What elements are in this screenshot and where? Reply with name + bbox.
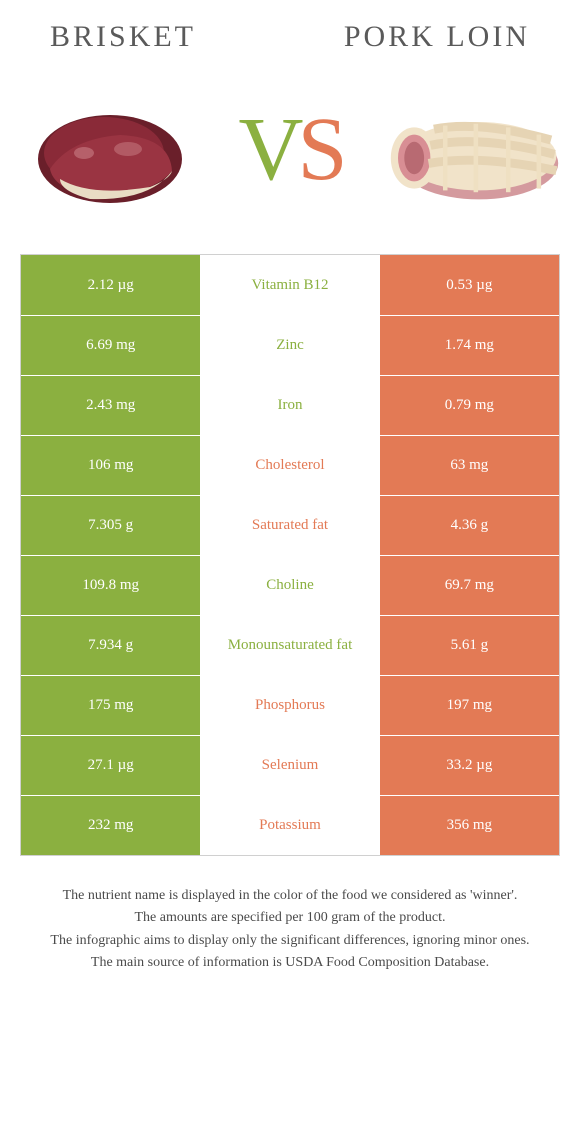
- cell-left-value: 7.934 g: [21, 616, 200, 675]
- footnotes: The nutrient name is displayed in the co…: [0, 876, 580, 985]
- cell-left-value: 6.69 mg: [21, 316, 200, 375]
- cell-left-value: 106 mg: [21, 436, 200, 495]
- cell-nutrient-label: Choline: [200, 556, 379, 615]
- cell-nutrient-label: Vitamin B12: [200, 255, 379, 315]
- table-row: 2.43 mgIron0.79 mg: [21, 375, 559, 435]
- cell-right-value: 197 mg: [380, 676, 559, 735]
- cell-left-value: 7.305 g: [21, 496, 200, 555]
- cell-nutrient-label: Zinc: [200, 316, 379, 375]
- table-row: 7.305 gSaturated fat4.36 g: [21, 495, 559, 555]
- footnote-line: The amounts are specified per 100 gram o…: [30, 908, 550, 928]
- cell-nutrient-label: Phosphorus: [200, 676, 379, 735]
- cell-right-value: 0.53 µg: [380, 255, 559, 315]
- cell-left-value: 2.43 mg: [21, 376, 200, 435]
- table-row: 232 mgPotassium356 mg: [21, 795, 559, 855]
- cell-left-value: 109.8 mg: [21, 556, 200, 615]
- cell-right-value: 33.2 µg: [380, 736, 559, 795]
- footnote-line: The infographic aims to display only the…: [30, 931, 550, 951]
- cell-right-value: 0.79 mg: [380, 376, 559, 435]
- cell-nutrient-label: Saturated fat: [200, 496, 379, 555]
- cell-right-value: 4.36 g: [380, 496, 559, 555]
- table-row: 2.12 µgVitamin B120.53 µg: [21, 255, 559, 315]
- cell-left-value: 175 mg: [21, 676, 200, 735]
- hero-row: VS: [0, 64, 580, 244]
- food-title-right: PORK LOIN: [344, 20, 530, 54]
- nutrient-table: 2.12 µgVitamin B120.53 µg6.69 mgZinc1.74…: [20, 254, 560, 856]
- table-row: 175 mgPhosphorus197 mg: [21, 675, 559, 735]
- cell-nutrient-label: Iron: [200, 376, 379, 435]
- vs-label: VS: [238, 98, 341, 201]
- footnote-line: The nutrient name is displayed in the co…: [30, 886, 550, 906]
- food-title-left: BRISKET: [50, 20, 196, 54]
- cell-right-value: 356 mg: [380, 796, 559, 855]
- header: BRISKET PORK LOIN: [0, 0, 580, 64]
- cell-nutrient-label: Selenium: [200, 736, 379, 795]
- food-image-porkloin: [380, 79, 560, 219]
- footnote-line: The main source of information is USDA F…: [30, 953, 550, 973]
- cell-right-value: 1.74 mg: [380, 316, 559, 375]
- table-row: 109.8 mgCholine69.7 mg: [21, 555, 559, 615]
- cell-left-value: 232 mg: [21, 796, 200, 855]
- table-row: 6.69 mgZinc1.74 mg: [21, 315, 559, 375]
- cell-right-value: 63 mg: [380, 436, 559, 495]
- table-row: 7.934 gMonounsaturated fat5.61 g: [21, 615, 559, 675]
- food-image-brisket: [20, 79, 200, 219]
- cell-left-value: 27.1 µg: [21, 736, 200, 795]
- cell-right-value: 5.61 g: [380, 616, 559, 675]
- cell-nutrient-label: Cholesterol: [200, 436, 379, 495]
- table-row: 27.1 µgSelenium33.2 µg: [21, 735, 559, 795]
- cell-left-value: 2.12 µg: [21, 255, 200, 315]
- cell-right-value: 69.7 mg: [380, 556, 559, 615]
- cell-nutrient-label: Monounsaturated fat: [200, 616, 379, 675]
- table-row: 106 mgCholesterol63 mg: [21, 435, 559, 495]
- cell-nutrient-label: Potassium: [200, 796, 379, 855]
